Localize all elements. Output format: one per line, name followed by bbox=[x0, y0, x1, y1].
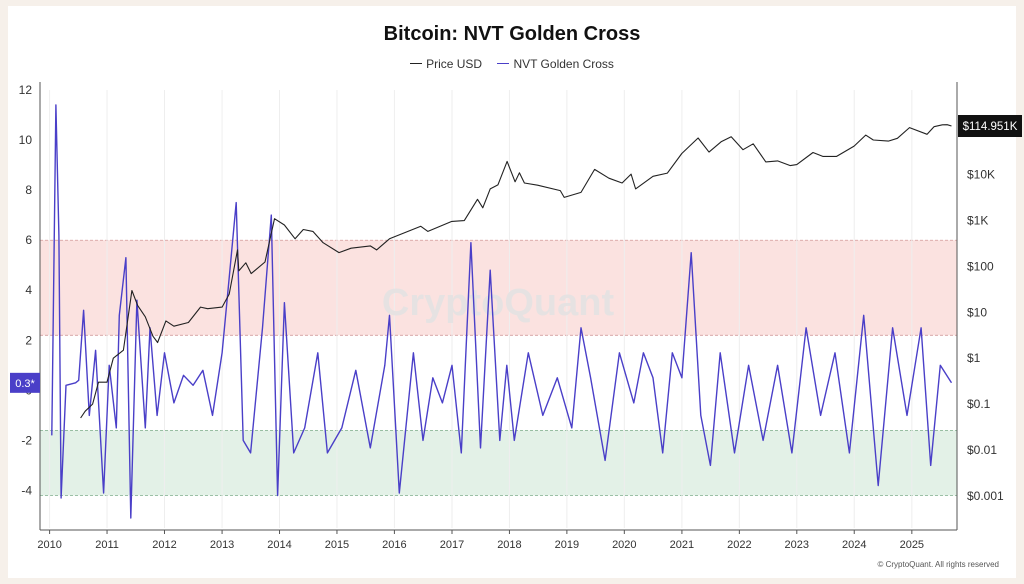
x-tick-label: 2012 bbox=[152, 539, 176, 551]
current-price-label: $114.951K bbox=[963, 121, 1018, 133]
copyright-note: © CryptoQuant. All rights reserved bbox=[877, 560, 1000, 569]
left-axis: 121086420-2-4 bbox=[19, 82, 41, 530]
x-tick-label: 2010 bbox=[37, 539, 61, 551]
grid-lines bbox=[49, 90, 913, 528]
x-tick-label: 2023 bbox=[785, 539, 809, 551]
watermark: CryptoQuant bbox=[382, 282, 615, 324]
legend-swatch-nvt bbox=[497, 63, 510, 65]
legend-swatch-price bbox=[410, 63, 423, 65]
legend-label-nvt: NVT Golden Cross bbox=[513, 57, 614, 71]
chart-legend: Price USD NVT Golden Cross bbox=[8, 57, 1016, 71]
x-axis: 2010 2011 2012 2013 2014 2015 2016 2017 2018 2019… bbox=[37, 529, 957, 551]
left-tick-label: 10 bbox=[19, 133, 33, 147]
left-tick-label: -4 bbox=[21, 483, 32, 497]
x-tick-label: 2019 bbox=[555, 539, 579, 551]
left-tick-label: 12 bbox=[19, 83, 33, 97]
x-tick-label: 2013 bbox=[210, 539, 234, 551]
series-lines bbox=[51, 104, 953, 519]
left-tick-label: 6 bbox=[25, 233, 32, 247]
right-tick-label: $10 bbox=[967, 305, 987, 319]
threshold-bands bbox=[40, 239, 957, 496]
current-price-badge bbox=[958, 115, 1022, 138]
chart-title: Bitcoin: NVT Golden Cross bbox=[383, 23, 641, 45]
right-axis: $10K $1K $100 $10 $1 $0.1 $0.01 $0.001 bbox=[956, 82, 1004, 530]
x-tick-label: 2016 bbox=[382, 539, 406, 551]
right-tick-label: $0.1 bbox=[967, 397, 991, 411]
left-tick-label: 4 bbox=[25, 283, 32, 297]
right-tick-label: $1K bbox=[967, 214, 988, 228]
left-tick-label: -2 bbox=[21, 433, 32, 447]
x-tick-label: 2018 bbox=[497, 539, 521, 551]
left-tick-label: 8 bbox=[25, 183, 32, 197]
x-tick-label: 2024 bbox=[842, 539, 866, 551]
band-0 bbox=[40, 240, 957, 336]
left-tick-label: 2 bbox=[25, 333, 32, 347]
x-tick-label: 2017 bbox=[440, 539, 464, 551]
right-tick-label: $100 bbox=[967, 259, 994, 273]
right-tick-label: $10K bbox=[967, 168, 995, 182]
x-tick-label: 2025 bbox=[900, 539, 924, 551]
x-tick-label: 2020 bbox=[612, 539, 636, 551]
legend-item-nvt[interactable]: NVT Golden Cross bbox=[497, 57, 614, 71]
series-line-price[interactable] bbox=[80, 124, 952, 419]
x-tick-label: 2021 bbox=[670, 539, 694, 551]
right-tick-label: $0.001 bbox=[967, 489, 1004, 503]
right-tick-label: $1 bbox=[967, 351, 981, 365]
legend-item-price[interactable]: Price USD bbox=[410, 57, 482, 71]
x-tick-label: 2011 bbox=[95, 539, 119, 551]
x-tick-label: 2022 bbox=[727, 539, 751, 551]
right-tick-label: $0.01 bbox=[967, 443, 997, 457]
series-line-nvt[interactable] bbox=[51, 104, 953, 519]
x-tick-label: 2014 bbox=[267, 539, 291, 551]
current-value-labels: 0.3* $114.951K bbox=[10, 115, 1022, 393]
x-tick-label: 2015 bbox=[325, 539, 349, 551]
band-1 bbox=[40, 430, 957, 496]
current-nvt-badge bbox=[10, 372, 40, 393]
current-nvt-label: 0.3* bbox=[15, 378, 35, 390]
legend-label-price: Price USD bbox=[426, 57, 483, 71]
